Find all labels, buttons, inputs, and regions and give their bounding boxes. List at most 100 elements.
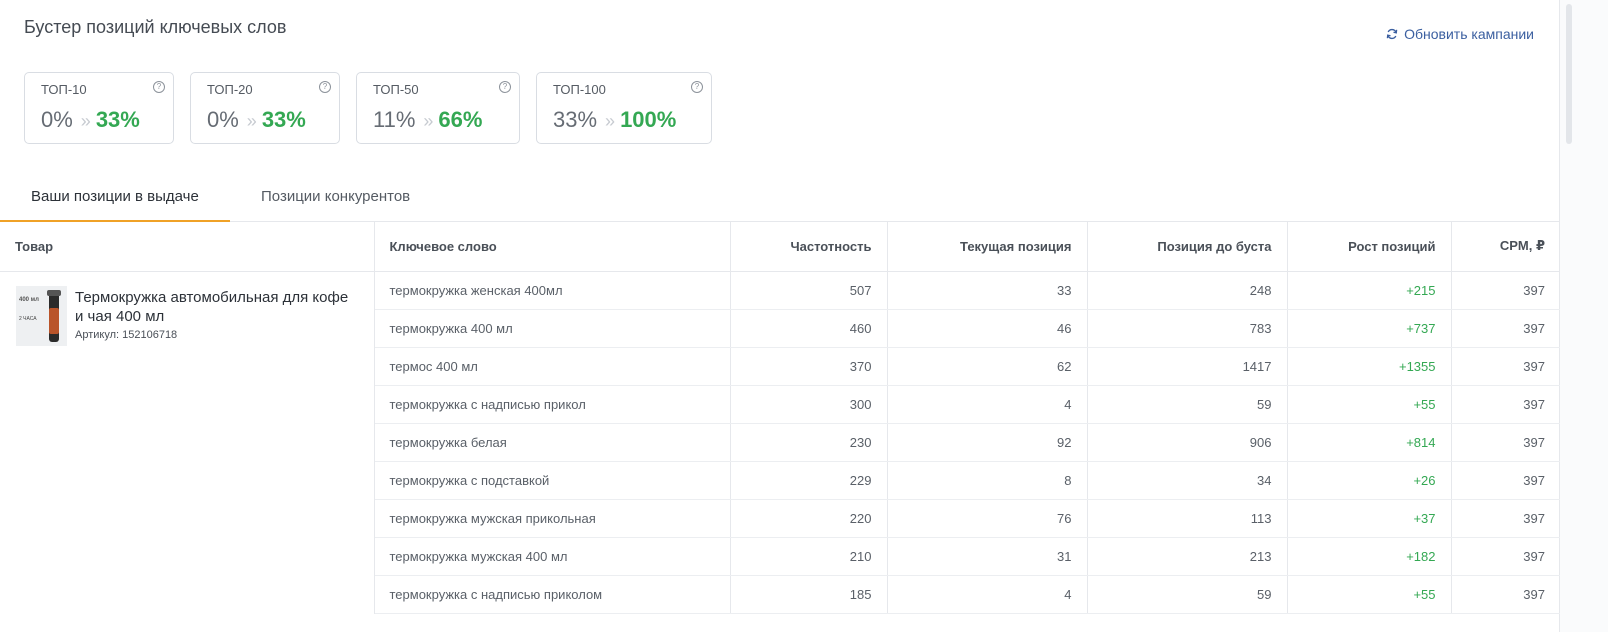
product-name[interactable]: Термокружка автомобильная для кофе и чая…: [75, 288, 349, 325]
top-position-cards: ТОП-10 ? 0% » 33% ТОП-20 ? 0% » 33% ТОП-…: [24, 72, 712, 144]
card-label: ТОП-10: [41, 82, 87, 97]
page-title: Бустер позиций ключевых слов: [24, 17, 287, 37]
card-values: 11% » 66%: [373, 107, 503, 133]
thumbnail-caption: 400 мл: [19, 296, 39, 303]
product-article: Артикул: 152106718: [75, 328, 178, 341]
keyword-booster-panel: Бустер позиций ключевых слов Обновить ка…: [0, 0, 1560, 632]
card-top-20: ТОП-20 ? 0% » 33%: [190, 72, 340, 144]
growth-cell: +55: [1287, 385, 1452, 424]
keyword-cell: термокружка с подставкой: [374, 461, 731, 500]
table-row: 400 мл 2 ЧАСА Термокружка автомобильная …: [0, 271, 1560, 613]
keyword-positions-table: Товар Ключевое слово Частотность Текущая…: [0, 222, 1560, 614]
value-before: 0%: [207, 107, 239, 132]
value-before: 33%: [553, 107, 598, 132]
product-info: 400 мл 2 ЧАСА Термокружка автомобильная …: [16, 285, 358, 346]
card-label: ТОП-20: [207, 82, 253, 97]
refresh-icon: [1386, 28, 1398, 40]
help-icon[interactable]: ?: [319, 81, 331, 93]
current-position-cell: 46: [887, 309, 1088, 348]
card-top-100: ТОП-100 ? 33% » 100%: [536, 72, 712, 144]
card-label: ТОП-50: [373, 82, 419, 97]
table-row: термокружка мужская прикольная 220 76 11…: [0, 499, 1560, 538]
frequency-cell: 220: [730, 499, 888, 538]
tab-your-positions[interactable]: Ваши позиции в выдаче: [0, 178, 230, 222]
card-values: 33% » 100%: [553, 107, 695, 133]
value-after: 66%: [438, 107, 483, 132]
position-before-cell: 213: [1087, 537, 1288, 576]
position-before-cell: 34: [1087, 461, 1288, 500]
card-top-50: ТОП-50 ? 11% » 66%: [356, 72, 520, 144]
value-after: 100%: [620, 107, 677, 132]
col-header-keyword[interactable]: Ключевое слово: [374, 222, 731, 272]
card-label: ТОП-100: [553, 82, 606, 97]
current-position-cell: 92: [887, 423, 1088, 462]
col-header-product[interactable]: Товар: [0, 222, 375, 272]
value-after: 33%: [95, 107, 140, 132]
table-header-row: Товар Ключевое слово Частотность Текущая…: [0, 222, 1560, 272]
mug-band: [49, 307, 59, 334]
tab-competitor-positions[interactable]: Позиции конкурентов: [261, 188, 411, 205]
table-row: термокружка белая 230 92 906 +814 397: [0, 423, 1560, 462]
growth-cell: +55: [1287, 575, 1452, 614]
frequency-cell: 507: [730, 271, 888, 310]
value-before: 11%: [373, 107, 416, 132]
frequency-cell: 229: [730, 461, 888, 500]
scrollbar-thumb[interactable]: [1566, 4, 1572, 144]
current-position-cell: 33: [887, 271, 1088, 310]
help-icon[interactable]: ?: [153, 81, 165, 93]
frequency-cell: 185: [730, 575, 888, 614]
cpm-cell: 397: [1451, 347, 1560, 386]
table-row: термокружка с надписью приколом 185 4 59…: [0, 575, 1560, 614]
cpm-cell: 397: [1451, 575, 1560, 614]
table-row: термокружка мужская 400 мл 210 31 213 +1…: [0, 537, 1560, 576]
double-chevron-icon: »: [246, 111, 257, 131]
card-top-10: ТОП-10 ? 0% » 33%: [24, 72, 174, 144]
help-icon[interactable]: ?: [499, 81, 511, 93]
refresh-campaigns-link[interactable]: Обновить кампании: [1386, 26, 1534, 42]
card-values: 0% » 33%: [41, 107, 157, 133]
col-header-position-before-boost[interactable]: Позиция до буста: [1087, 222, 1288, 272]
double-chevron-icon: »: [80, 111, 91, 131]
keyword-cell: термокружка белая: [374, 423, 731, 462]
current-position-cell: 62: [887, 347, 1088, 386]
current-position-cell: 4: [887, 575, 1088, 614]
table-row: термокружка с надписью прикол 300 4 59 +…: [0, 385, 1560, 424]
value-after: 33%: [261, 107, 306, 132]
position-before-cell: 59: [1087, 385, 1288, 424]
current-position-cell: 76: [887, 499, 1088, 538]
growth-cell: +814: [1287, 423, 1452, 462]
col-header-current-position[interactable]: Текущая позиция: [887, 222, 1088, 272]
keyword-cell: термокружка с надписью приколом: [374, 575, 731, 614]
col-header-frequency[interactable]: Частотность: [730, 222, 888, 272]
frequency-cell: 230: [730, 423, 888, 462]
growth-cell: +737: [1287, 309, 1452, 348]
current-position-cell: 4: [887, 385, 1088, 424]
keyword-cell: термос 400 мл: [374, 347, 731, 386]
mug-lid: [47, 289, 61, 296]
cpm-cell: 397: [1451, 499, 1560, 538]
growth-cell: +1355: [1287, 347, 1452, 386]
frequency-cell: 370: [730, 347, 888, 386]
table-row: термокружка с подставкой 229 8 34 +26 39…: [0, 461, 1560, 500]
cpm-cell: 397: [1451, 385, 1560, 424]
col-header-cpm[interactable]: CPM, ₽: [1451, 222, 1560, 272]
help-icon[interactable]: ?: [691, 81, 703, 93]
product-thumbnail[interactable]: 400 мл 2 ЧАСА: [16, 285, 67, 346]
table-row: термос 400 мл 370 62 1417 +1355 397: [0, 347, 1560, 386]
growth-cell: +37: [1287, 499, 1452, 538]
refresh-campaigns-label: Обновить кампании: [1404, 26, 1534, 42]
keyword-cell: термокружка женская 400мл: [374, 271, 731, 310]
frequency-cell: 210: [730, 537, 888, 576]
growth-cell: +215: [1287, 271, 1452, 310]
position-before-cell: 906: [1087, 423, 1288, 462]
position-before-cell: 113: [1087, 499, 1288, 538]
cpm-cell: 397: [1451, 423, 1560, 462]
product-cell: 400 мл 2 ЧАСА Термокружка автомобильная …: [0, 271, 375, 613]
position-before-cell: 59: [1087, 575, 1288, 614]
position-before-cell: 783: [1087, 309, 1288, 348]
col-header-position-growth[interactable]: Рост позиций: [1287, 222, 1452, 272]
current-position-cell: 31: [887, 537, 1088, 576]
cpm-cell: 397: [1451, 461, 1560, 500]
cpm-cell: 397: [1451, 309, 1560, 348]
double-chevron-icon: »: [605, 111, 615, 131]
